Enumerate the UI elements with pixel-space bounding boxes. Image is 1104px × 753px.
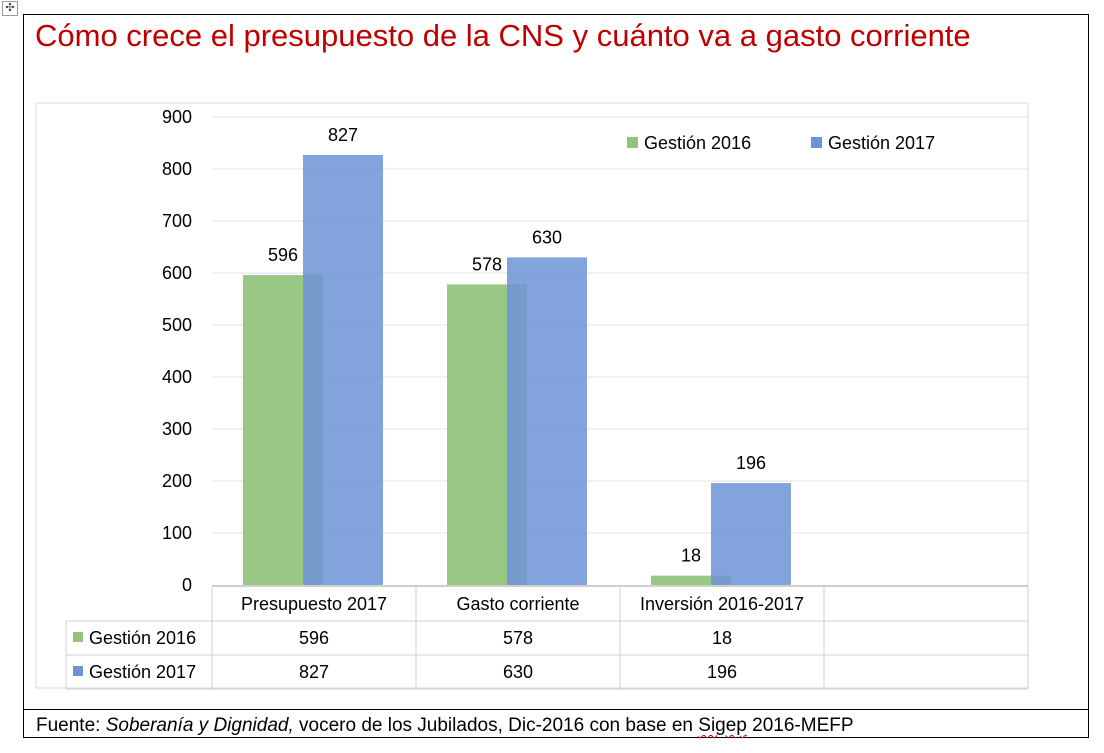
divider bbox=[23, 709, 1089, 710]
y-tick-label: 500 bbox=[162, 315, 192, 335]
table-cell-2016: 596 bbox=[299, 628, 329, 648]
legend-key bbox=[627, 137, 638, 148]
bar-gestion-2017 bbox=[711, 483, 791, 585]
category-label: Gasto corriente bbox=[456, 594, 579, 614]
y-tick-label: 800 bbox=[162, 159, 192, 179]
table-cell-2017: 630 bbox=[503, 662, 533, 682]
source-suffix: 2016-MEFP bbox=[746, 715, 854, 736]
y-tick-label: 700 bbox=[162, 211, 192, 231]
data-label-2016: 18 bbox=[681, 546, 701, 566]
source-note: Fuente: Soberanía y Dignidad, vocero de … bbox=[36, 715, 854, 737]
source-sigep: Sigep bbox=[698, 715, 747, 736]
category-label: Presupuesto 2017 bbox=[241, 594, 387, 614]
table-legend-key bbox=[73, 632, 83, 642]
bar-gestion-2017 bbox=[507, 257, 587, 585]
y-tick-label: 0 bbox=[182, 575, 192, 595]
y-tick-label: 200 bbox=[162, 471, 192, 491]
y-tick-label: 900 bbox=[162, 107, 192, 127]
legend-label: Gestión 2017 bbox=[828, 133, 935, 153]
y-tick-label: 300 bbox=[162, 419, 192, 439]
bar-gestion-2017 bbox=[303, 154, 383, 585]
source-prefix: Fuente: bbox=[36, 715, 106, 736]
document-frame bbox=[23, 14, 1089, 738]
bar-gestion-2016 bbox=[651, 575, 731, 585]
table-cell-2016: 18 bbox=[712, 628, 732, 648]
y-tick-label: 600 bbox=[162, 263, 192, 283]
table-cell-2017: 827 bbox=[299, 662, 329, 682]
data-label-2017: 196 bbox=[736, 453, 766, 473]
table-series-label: Gestión 2017 bbox=[89, 662, 196, 682]
y-tick-label: 400 bbox=[162, 367, 192, 387]
data-label-2017: 827 bbox=[328, 125, 358, 145]
data-label-2017: 630 bbox=[532, 227, 562, 247]
legend-key bbox=[811, 137, 822, 148]
table-move-handle-icon[interactable]: ✣ bbox=[2, 1, 18, 16]
y-tick-label: 100 bbox=[162, 523, 192, 543]
table-legend-key bbox=[73, 666, 83, 676]
legend-label: Gestión 2016 bbox=[644, 133, 751, 153]
table-cell-2016: 578 bbox=[503, 628, 533, 648]
category-label: Inversión 2016-2017 bbox=[640, 594, 804, 614]
table-cell-2017: 196 bbox=[707, 662, 737, 682]
data-label-2016: 578 bbox=[472, 254, 502, 274]
data-label-2016: 596 bbox=[268, 245, 298, 265]
page-title: Cómo crece el presupuesto de la CNS y cu… bbox=[35, 18, 971, 53]
table-series-label: Gestión 2016 bbox=[89, 628, 196, 648]
source-middle: vocero de los Jubilados, Dic-2016 con ba… bbox=[293, 715, 699, 736]
source-publication: Soberanía y Dignidad, bbox=[105, 715, 294, 736]
